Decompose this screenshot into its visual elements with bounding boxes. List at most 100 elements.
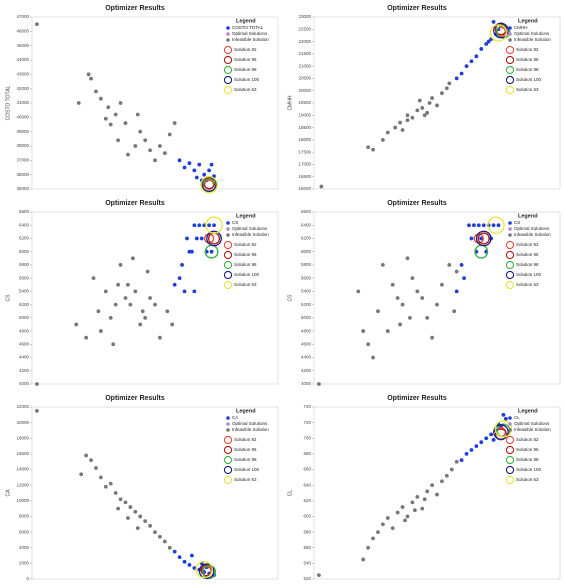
legend-ring <box>505 75 515 85</box>
data-point <box>452 309 457 314</box>
data-point <box>185 236 189 241</box>
plot-area <box>31 16 279 190</box>
data-point <box>148 148 152 153</box>
data-point <box>420 506 425 511</box>
data-point <box>491 437 496 442</box>
data-point <box>435 492 439 497</box>
y-tick-label: 18000 <box>16 435 29 440</box>
y-axis-label: CL <box>287 490 293 497</box>
data-point <box>170 322 175 327</box>
data-point <box>94 466 98 470</box>
data-point <box>435 103 439 108</box>
y-tick-label: 560 <box>303 545 311 550</box>
y-tick-label: 600 <box>303 514 311 519</box>
legend-label: Solution 98 <box>516 457 539 462</box>
data-point <box>380 522 385 527</box>
solution-ring <box>205 216 223 234</box>
legend-ring <box>223 65 233 75</box>
data-point <box>472 223 476 228</box>
data-point <box>128 302 133 307</box>
data-point <box>172 282 177 287</box>
data-point <box>192 566 197 570</box>
data-point <box>172 121 177 125</box>
legend-ring <box>223 75 233 85</box>
data-point <box>479 440 484 445</box>
data-point <box>98 96 103 101</box>
y-tick-label: 6200 <box>301 236 312 241</box>
data-point <box>162 151 167 156</box>
data-point <box>474 444 479 448</box>
legend-label: Solution 96 <box>516 57 539 62</box>
data-point <box>133 144 138 148</box>
data-point <box>398 120 402 125</box>
data-point <box>410 500 415 505</box>
y-tick-label: 45000 <box>16 43 29 48</box>
y-tick-label: 700 <box>303 435 311 440</box>
y-tick-label: 4400 <box>301 355 312 360</box>
chart-title: Optimizer Results <box>387 395 447 402</box>
y-tick-label: 43000 <box>16 72 29 77</box>
y-tick-label: 520 <box>303 576 311 581</box>
data-point <box>366 545 371 550</box>
data-point <box>128 505 133 509</box>
y-tick-label: 4200 <box>301 368 312 373</box>
data-point <box>103 484 108 489</box>
data-point <box>425 489 430 494</box>
legend-label: Infeasible Solution <box>514 232 551 237</box>
legend-ring <box>223 55 233 65</box>
data-point <box>89 458 93 463</box>
data-point <box>103 289 108 294</box>
data-point <box>182 289 187 294</box>
data-point <box>444 86 449 91</box>
legend-label: Solution 82 <box>234 47 257 52</box>
chart-panel: Optimizer Results CMHH 16000 16500 17000 1750… <box>287 5 561 191</box>
data-point <box>405 514 410 519</box>
legend-label: Infeasible Solution <box>514 427 551 432</box>
legend-label: Solution 82 <box>234 242 257 247</box>
data-point <box>385 130 390 135</box>
y-tick-label: 42000 <box>16 86 29 91</box>
y-tick-label: 6000 <box>19 249 30 254</box>
data-point <box>400 505 405 509</box>
solution-ring <box>475 230 492 247</box>
y-tick-label: 4000 <box>19 381 30 386</box>
legend-label: Solution 63 <box>234 282 257 287</box>
data-point <box>96 309 101 314</box>
chart-panel: Optimizer Results CA 0 2000 4000 6000 8000 1000… <box>5 395 279 581</box>
data-point <box>116 282 120 287</box>
y-tick-label: 14000 <box>16 467 29 472</box>
legend-label: Solution 96 <box>516 447 539 452</box>
data-point <box>108 315 113 320</box>
legend-ring <box>223 45 233 55</box>
y-tick-label: 36000 <box>16 172 29 177</box>
data-point <box>474 54 479 59</box>
data-point <box>440 91 444 96</box>
y-axis-label: CMHH <box>287 95 293 110</box>
legend-label: Solution 100 <box>516 77 542 82</box>
legend-ring <box>505 45 515 55</box>
y-tick-label: 38000 <box>16 143 29 148</box>
legend-label: CA <box>232 415 238 420</box>
legend-title: Legend <box>236 408 256 414</box>
data-point <box>143 315 148 320</box>
data-point <box>501 412 506 417</box>
data-point <box>111 342 116 347</box>
legend-ring <box>223 250 233 260</box>
y-tick-label: 5200 <box>19 302 30 307</box>
legend-dot <box>226 221 230 225</box>
y-tick-label: 6000 <box>301 249 312 254</box>
data-point <box>153 302 157 307</box>
legend-label: Solution 96 <box>234 252 257 257</box>
data-point <box>118 497 123 502</box>
legend-label: Optimal Solutions <box>232 421 268 426</box>
legend-dot <box>508 422 512 426</box>
y-tick-label: 46000 <box>16 29 29 34</box>
data-point <box>145 269 150 274</box>
data-point <box>182 559 187 564</box>
chart-panel: Optimizer Results CS 4000 4200 4400 4600 4800 5… <box>5 200 279 386</box>
legend-label: CL <box>514 415 520 420</box>
data-point <box>390 526 395 531</box>
data-point <box>449 467 454 472</box>
data-point <box>408 315 412 320</box>
legend-label: Infeasible Solution <box>232 232 269 237</box>
